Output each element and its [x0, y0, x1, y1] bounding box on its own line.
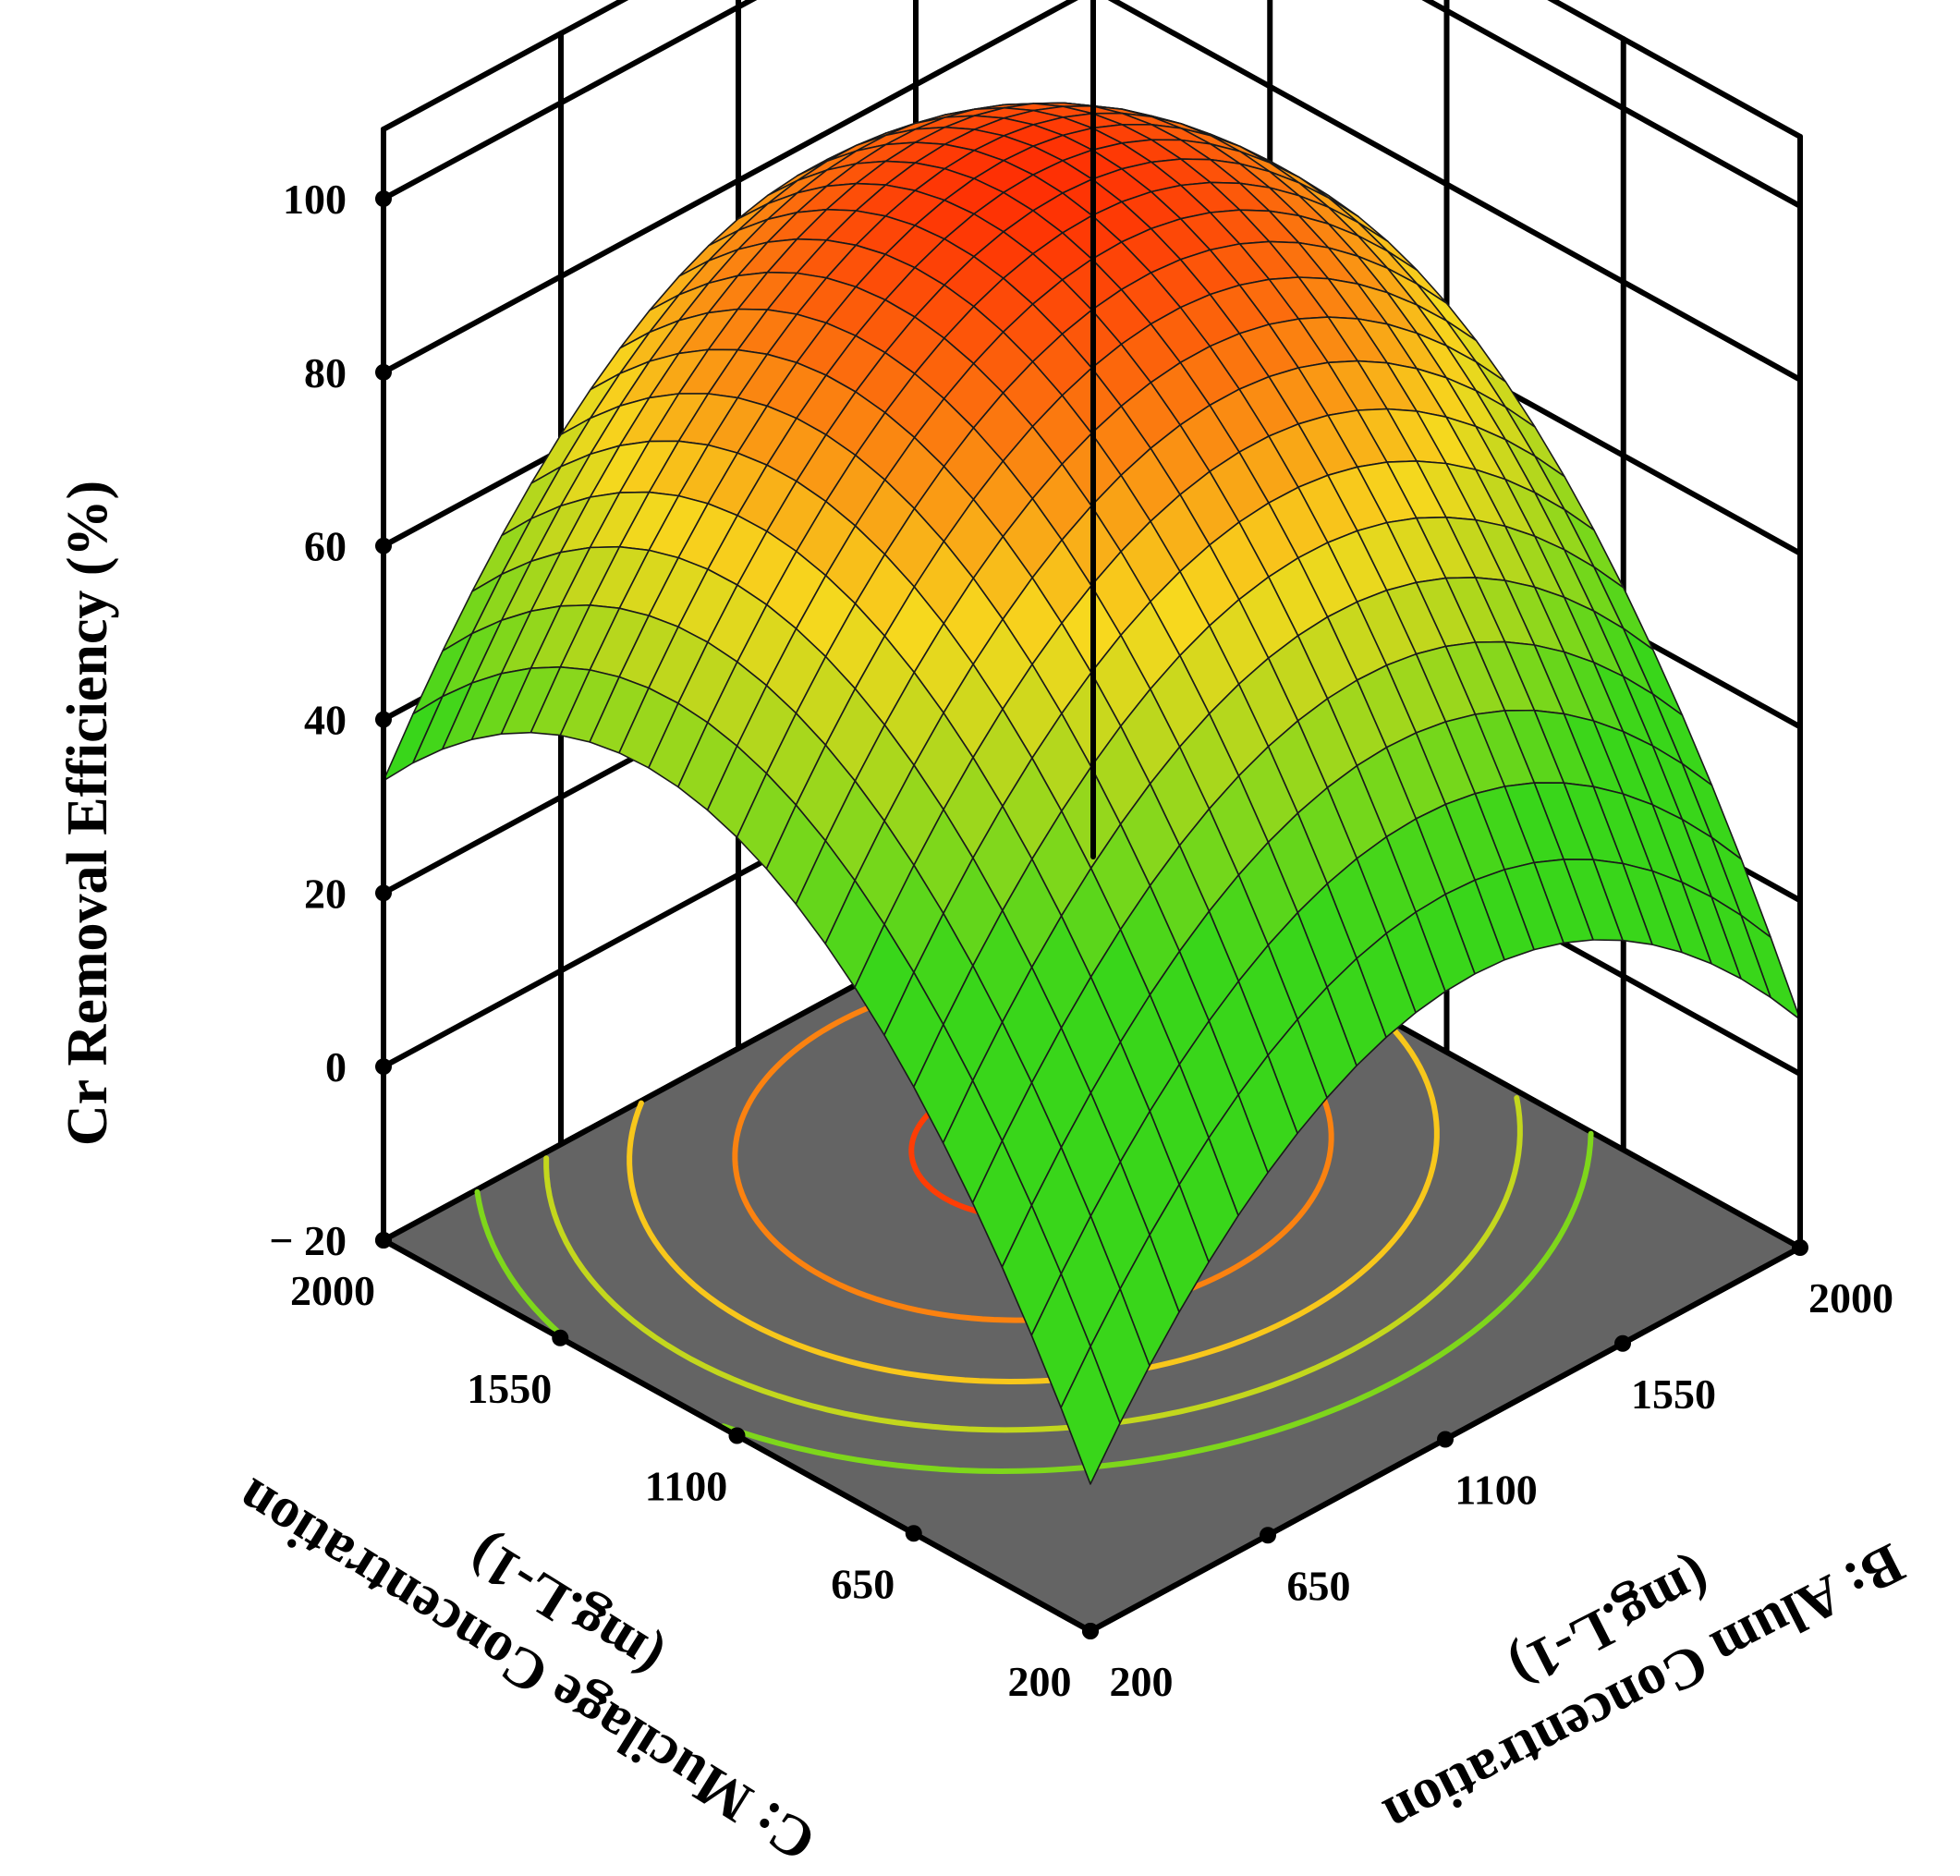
b-tick-dot: [1260, 1527, 1276, 1544]
c-tick-dot: [375, 1232, 392, 1249]
c-tick-label: 1100: [645, 1463, 727, 1510]
z-tick-label: 60: [304, 523, 347, 570]
z-tick-label: 40: [304, 697, 347, 744]
b-tick-dot: [1082, 1623, 1099, 1639]
b-tick-dot: [1792, 1239, 1808, 1256]
c-tick-label: 650: [831, 1560, 895, 1607]
b-tick-label: 650: [1287, 1562, 1351, 1609]
response-surface: [383, 102, 1801, 1485]
b-tick-label: 1550: [1631, 1370, 1716, 1418]
z-tick-label: 0: [325, 1043, 347, 1090]
b-tick-dot: [1437, 1431, 1454, 1448]
b-tick-label: 2000: [1808, 1274, 1893, 1322]
c-tick-label: 2000: [290, 1267, 375, 1314]
z-tick-dot: [375, 1058, 392, 1076]
axis-ticks: − 20 0 20 40 60 80 100 200 650 1100 1550 2000 200 650…: [269, 176, 1893, 1705]
c-tick-dot: [552, 1329, 569, 1346]
c-axis-title: C: Mucilage Concentration (mg.L-1): [226, 1467, 826, 1874]
b-axis-title: B: Alum Concentration (mg.L-1): [1374, 1531, 1913, 1847]
z-tick-dot: [375, 537, 392, 554]
b-tick-label: 200: [1110, 1658, 1174, 1705]
z-tick-dot: [375, 363, 392, 381]
z-axis-title: Cr Removal Efficiency (%): [56, 481, 119, 1146]
contour-line: [474, 1188, 567, 1341]
c-tick-label: 1550: [467, 1365, 552, 1412]
z-tick-label: 100: [283, 176, 347, 223]
z-tick-dot: [375, 884, 392, 902]
c-tick-dot: [728, 1427, 746, 1444]
c-axis-label: C: Mucilage Concentration: [226, 1467, 826, 1874]
z-tick-label: − 20: [269, 1217, 347, 1264]
z-tick-label: 80: [304, 349, 347, 396]
c-tick-dot: [905, 1525, 922, 1542]
left-top-edge: [381, 0, 629, 132]
c-tick-label: 200: [1008, 1658, 1072, 1705]
b-tick-dot: [1614, 1334, 1631, 1352]
contour-line: [720, 1130, 1594, 1474]
surface-cell: [1060, 1346, 1121, 1485]
b-tick-label: 1100: [1455, 1467, 1537, 1514]
z-tick-label: 20: [304, 870, 347, 917]
right-top-edge: [1547, 0, 1803, 140]
z-tick-dot: [375, 711, 392, 728]
z-tick-dot: [375, 190, 392, 208]
